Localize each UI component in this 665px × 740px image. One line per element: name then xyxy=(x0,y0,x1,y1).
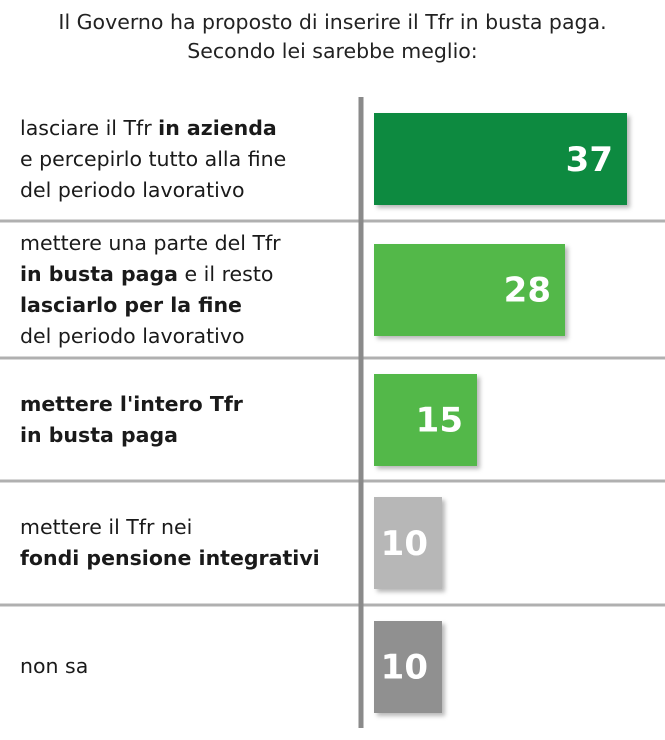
bar-2 xyxy=(374,244,565,336)
bar-value-label-2: 28 xyxy=(504,271,551,311)
bar-value-label-4: 10 xyxy=(381,524,428,564)
bar-3 xyxy=(374,374,477,466)
chart-title-line-2: Secondo lei sarebbe meglio: xyxy=(187,39,478,63)
category-label-1: lasciare il Tfr in azienda e percepirlo t… xyxy=(20,116,287,202)
chart-title-line-1: Il Governo ha proposto di inserire il Tf… xyxy=(58,10,607,34)
bar-5 xyxy=(374,621,442,713)
bar-value-label-3: 15 xyxy=(416,401,463,441)
bar-value-label-5: 10 xyxy=(381,648,428,688)
bar-value-label-1: 37 xyxy=(566,140,613,180)
category-label-3: mettere l'intero Tfr in busta paga xyxy=(20,392,243,447)
category-label-4: mettere il Tfr nei fondi pensione integra… xyxy=(20,515,320,570)
bar-4 xyxy=(374,497,442,589)
category-label-5: non sa xyxy=(20,654,89,678)
category-label-2: mettere una parte del Tfr in busta paga e… xyxy=(20,231,281,348)
chart-title: Il Governo ha proposto di inserire il Tf… xyxy=(0,8,665,66)
bar-1 xyxy=(374,113,627,205)
